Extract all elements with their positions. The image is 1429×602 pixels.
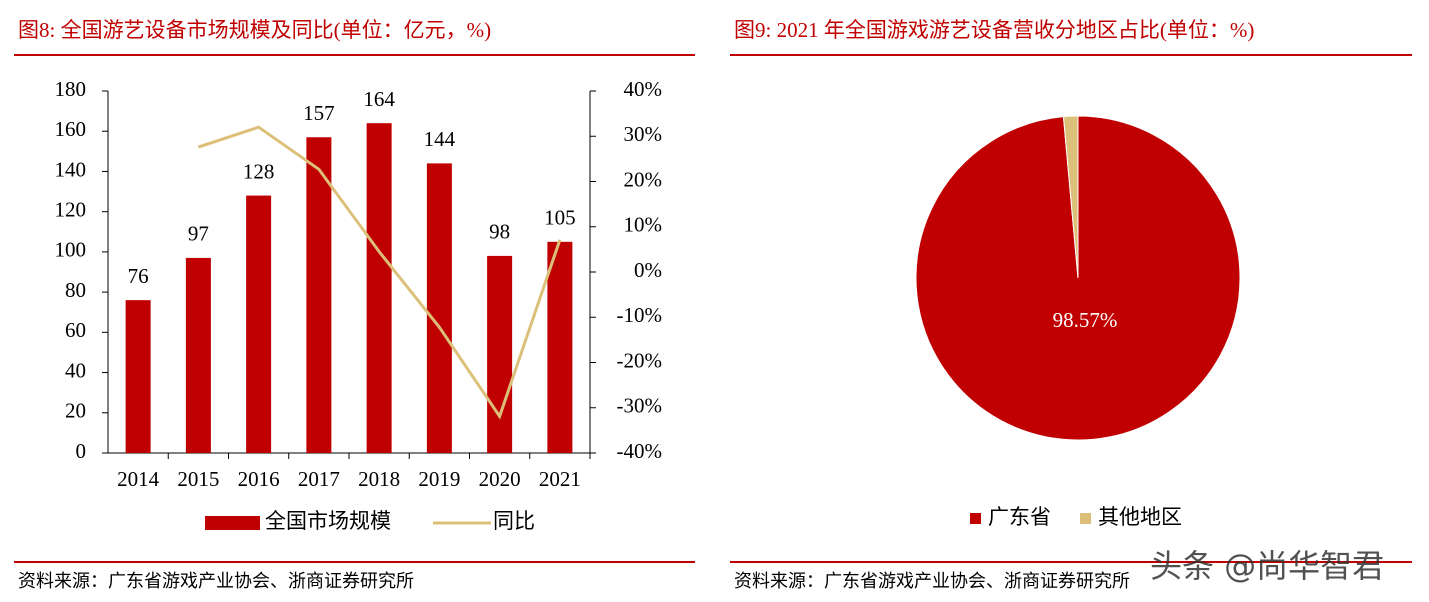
- y-tick-label: 80: [65, 278, 86, 302]
- bar: [185, 257, 211, 453]
- chart-title: 图9: 2021 年全国游戏游艺设备营收分地区占比(单位：%): [734, 18, 1254, 42]
- data-label: 98.57%: [1053, 308, 1118, 332]
- bar: [125, 300, 151, 453]
- legend-swatch: [1080, 513, 1091, 524]
- y2-tick-label: -20%: [617, 348, 663, 372]
- y-tick-label: 120: [55, 197, 87, 221]
- bar: [547, 241, 573, 453]
- bar: [246, 195, 272, 454]
- y2-tick-label: 20%: [624, 167, 663, 191]
- y-tick-label: 140: [55, 157, 87, 181]
- x-tick-label: 2020: [479, 467, 521, 491]
- y-tick-label: 40: [65, 358, 86, 382]
- bar: [306, 137, 332, 453]
- x-tick-label: 2016: [238, 467, 280, 491]
- data-label: 76: [128, 264, 149, 288]
- x-tick-label: 2021: [539, 467, 581, 491]
- data-label: 98: [489, 220, 510, 244]
- data-label: 157: [303, 101, 335, 125]
- legend-label: 全国市场规模: [265, 509, 391, 533]
- data-label: 105: [544, 206, 576, 230]
- legend-swatch: [970, 513, 981, 524]
- legend-label: 广东省: [988, 505, 1051, 529]
- y2-tick-label: -10%: [617, 303, 663, 327]
- line: [197, 125, 562, 420]
- x-tick-label: 2018: [358, 467, 400, 491]
- chart-title: 图8: 全国游艺设备市场规模及同比(单位：亿元，%): [18, 18, 491, 42]
- x-tick-label: 2019: [418, 467, 460, 491]
- bar: [366, 123, 392, 453]
- source: 资料来源：广东省游戏产业协会、浙商证券研究所: [734, 571, 1130, 591]
- y-tick-label: 20: [65, 399, 86, 423]
- legend-swatch: [205, 516, 260, 530]
- y2-tick-label: 10%: [624, 213, 663, 237]
- x-tick-label: 2014: [117, 467, 160, 491]
- data-label: 97: [188, 222, 209, 246]
- x-tick-label: 2017: [298, 467, 340, 491]
- data-label: 144: [424, 127, 456, 151]
- x-tick-label: 2015: [177, 467, 219, 491]
- y-tick-label: 0: [76, 439, 87, 463]
- watermark: 头条 @尚华智君: [1150, 547, 1384, 585]
- y2-tick-label: 0%: [634, 258, 662, 282]
- y2-tick-label: 30%: [624, 122, 663, 146]
- y2-tick-label: -40%: [617, 439, 663, 463]
- y2-tick-label: 40%: [624, 77, 663, 101]
- pie-slice: [1062, 115, 1079, 279]
- y-tick-label: 60: [65, 318, 86, 342]
- bar: [426, 163, 452, 453]
- source: 资料来源：广东省游戏产业协会、浙商证券研究所: [18, 571, 414, 591]
- bar: [487, 255, 513, 453]
- data-label: 164: [363, 87, 395, 111]
- data-label: 128: [243, 159, 275, 183]
- legend-label: 同比: [493, 509, 535, 533]
- y-tick-label: 180: [55, 77, 87, 101]
- y-tick-label: 160: [55, 117, 87, 141]
- y-tick-label: 100: [55, 238, 87, 262]
- legend-label: 其他地区: [1098, 505, 1182, 529]
- y2-tick-label: -30%: [617, 394, 663, 418]
